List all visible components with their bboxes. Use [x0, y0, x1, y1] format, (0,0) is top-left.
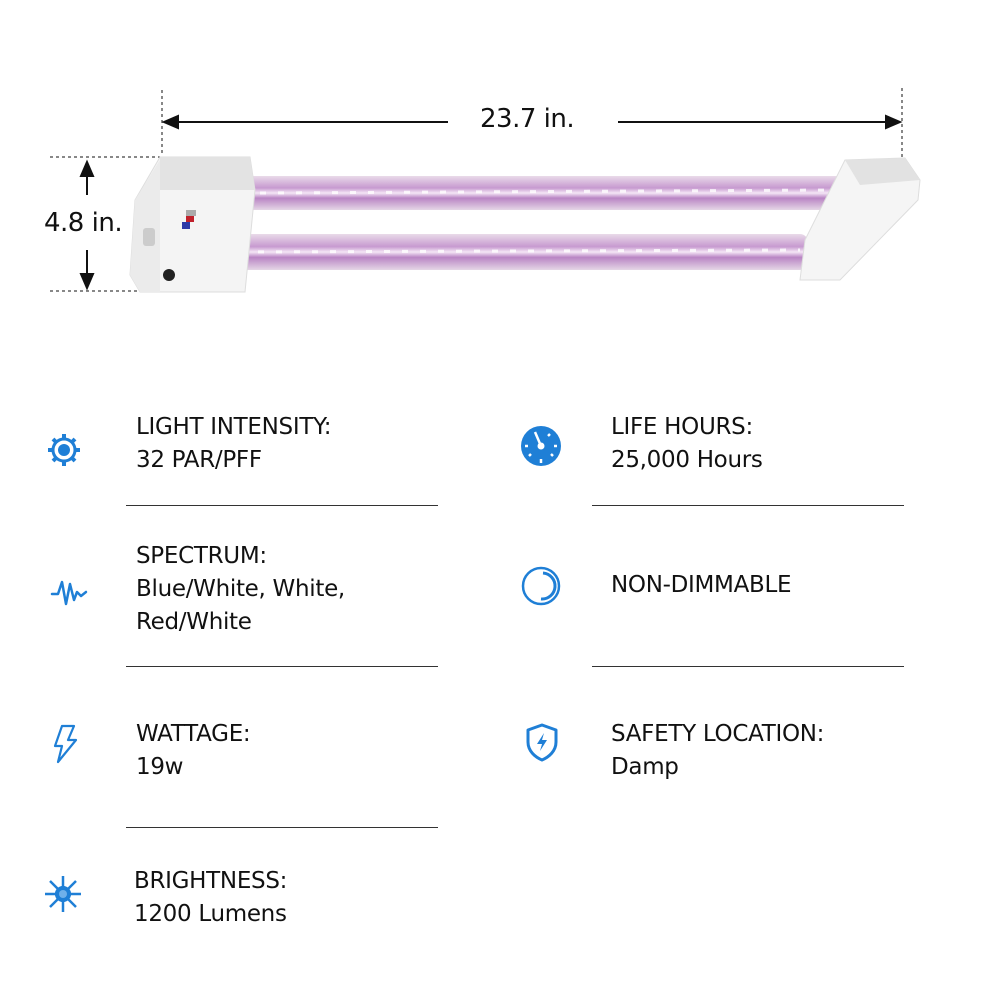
spec-label: SPECTRUM:: [136, 543, 267, 569]
lightning-bolt-icon: [53, 724, 78, 764]
spec-label: SAFETY LOCATION:: [611, 721, 825, 747]
spec-non-dimmable: NON-DIMMABLE: [611, 569, 792, 602]
height-dimension-line: [50, 156, 160, 292]
left-end-cap: [129, 156, 256, 293]
spec-safety-location: SAFETY LOCATION: Damp: [611, 718, 824, 784]
width-dimension-line: [161, 88, 903, 160]
shield-bolt-icon: [526, 723, 558, 762]
width-label: 23.7 in.: [480, 104, 575, 134]
spec-label: LIGHT INTENSITY:: [136, 414, 332, 440]
gauge-icon: [521, 426, 561, 466]
spec-spectrum: SPECTRUM: Blue/White, White, Red/White: [136, 540, 345, 639]
divider: [592, 666, 904, 667]
divider: [126, 827, 438, 828]
spec-life-hours: LIFE HOURS: 25,000 Hours: [611, 411, 763, 477]
spec-value: Blue/White, White,: [136, 576, 345, 602]
divider: [592, 505, 904, 506]
dial-icon: [521, 566, 561, 606]
spec-label: WATTAGE:: [136, 721, 251, 747]
product-illustration: [50, 88, 921, 293]
waveform-icon: [50, 580, 88, 606]
divider: [126, 505, 438, 506]
spec-label: LIFE HOURS:: [611, 414, 753, 440]
spec-label: NON-DIMMABLE: [611, 572, 792, 598]
light-tubes: [228, 176, 845, 270]
spec-label: BRIGHTNESS:: [134, 868, 288, 894]
spec-value: 32 PAR/PFF: [136, 447, 262, 473]
spec-value: Damp: [611, 754, 679, 780]
divider: [126, 666, 438, 667]
spec-light-intensity: LIGHT INTENSITY: 32 PAR/PFF: [136, 411, 332, 477]
spec-value: 1200 Lumens: [134, 901, 287, 927]
height-label: 4.8 in.: [44, 208, 123, 238]
spec-value: 19w: [136, 754, 184, 780]
gear-sun-icon: [48, 434, 80, 466]
right-end-cap: [799, 157, 921, 281]
spec-value: Red/White: [136, 609, 252, 635]
sun-icon: [45, 876, 81, 912]
spec-wattage: WATTAGE: 19w: [136, 718, 251, 784]
spec-brightness: BRIGHTNESS: 1200 Lumens: [134, 865, 287, 931]
spec-value: 25,000 Hours: [611, 447, 763, 473]
